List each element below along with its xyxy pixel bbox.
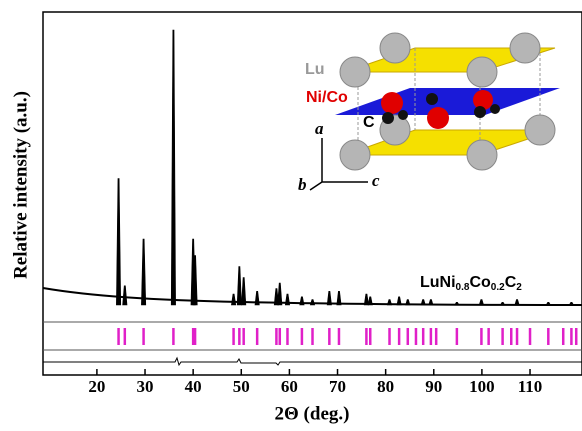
nico-label: Ni/Co [306, 89, 348, 106]
peak [568, 301, 575, 306]
peak [192, 255, 198, 306]
compound-label: LuNi0.8Co0.2C2 [420, 274, 522, 292]
peak [514, 299, 520, 306]
peak [478, 299, 485, 306]
c-label: C [363, 114, 375, 131]
lu-label: Lu [305, 61, 325, 78]
peak [363, 293, 369, 306]
peak [116, 178, 122, 306]
peak [170, 29, 176, 306]
peak [420, 299, 426, 306]
peak [284, 293, 291, 306]
c-atoms [382, 93, 500, 124]
plot-frame [42, 11, 582, 376]
b-axis-label: b [298, 175, 307, 194]
peak [499, 301, 506, 306]
x-tick-label: 90 [425, 377, 442, 396]
peak [386, 299, 393, 306]
a-axis-label: a [315, 119, 324, 138]
y-axis-label: Relative intensity (a.u.) [10, 91, 31, 279]
peak [309, 299, 316, 306]
peak [336, 290, 342, 306]
x-tick-label: 30 [137, 377, 154, 396]
peak [241, 277, 247, 306]
x-tick-label: 110 [518, 377, 543, 396]
formula-part: Co [469, 274, 491, 291]
difference-curve [43, 356, 582, 367]
peak [545, 301, 552, 306]
x-tick-label: 70 [329, 377, 346, 396]
c-axis-label: c [372, 171, 380, 190]
peak [428, 299, 434, 306]
x-tick-label: 80 [377, 377, 394, 396]
background-curve [42, 287, 582, 306]
formula-part: 2 [516, 282, 522, 293]
x-tick-label: 20 [88, 377, 105, 396]
x-tick-label: 60 [281, 377, 298, 396]
peak [326, 290, 332, 306]
peak [277, 282, 283, 306]
peak [122, 285, 128, 306]
peak [396, 296, 402, 306]
peak [299, 296, 305, 306]
peak [236, 266, 242, 306]
peak [454, 301, 460, 306]
x-tick-label: 100 [469, 377, 495, 396]
peak [273, 288, 279, 306]
axes-arrows [309, 138, 368, 191]
peak [141, 238, 147, 306]
x-tick-label: 40 [185, 377, 202, 396]
nico-atoms [381, 90, 493, 129]
peak [405, 299, 411, 306]
peak [231, 293, 237, 306]
peak [367, 296, 373, 306]
crystal-inset: Lu Ni/Co C a b c [298, 32, 560, 194]
peak [254, 290, 260, 306]
formula-part: LuNi [420, 274, 456, 291]
lu-plane [344, 129, 556, 156]
lu-atoms [339, 32, 556, 171]
formula-part: 0.2 [491, 282, 505, 293]
nico-plane [335, 88, 560, 115]
formula-part: C [505, 274, 517, 291]
x-tick-label: 50 [233, 377, 250, 396]
formula-part: 0.8 [456, 282, 470, 293]
x-axis-label: 2Θ (deg.) [275, 403, 350, 424]
